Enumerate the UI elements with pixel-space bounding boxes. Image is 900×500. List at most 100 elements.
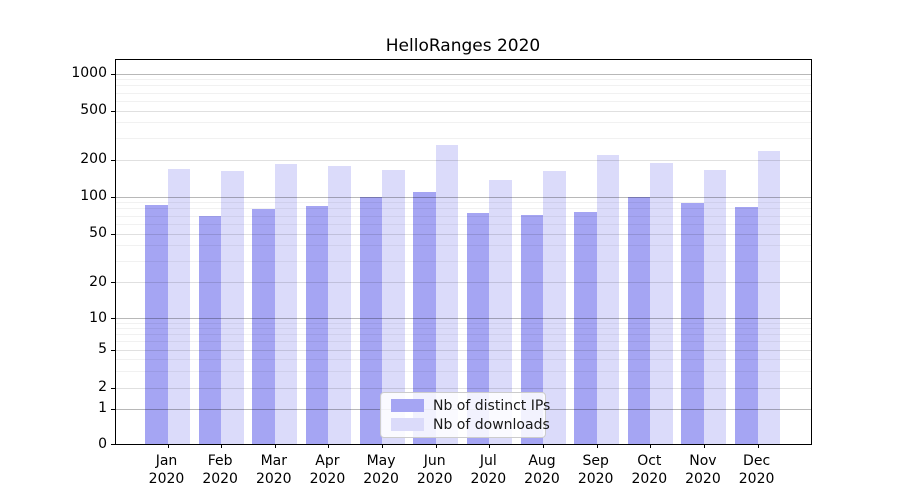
y-tick-label: 2: [98, 379, 107, 395]
y-tick-label: 5: [98, 341, 107, 357]
gridline: [116, 328, 811, 330]
bar-distinct-ips: [413, 191, 436, 444]
gridline: [116, 202, 811, 204]
gridline: [116, 110, 811, 112]
x-tick: [489, 444, 491, 448]
gridline: [116, 370, 811, 372]
y-tick: [111, 73, 115, 75]
gridline: [116, 334, 811, 336]
bar-downloads: [328, 166, 351, 444]
gridline: [116, 282, 811, 283]
gridline: [116, 208, 811, 210]
y-tick-label: 50: [89, 225, 107, 241]
y-tick-label: 1000: [71, 65, 107, 81]
x-tick-label: Nov 2020: [685, 453, 721, 487]
gridline: [116, 349, 811, 351]
bar-distinct-ips: [359, 197, 383, 444]
bar-distinct-ips: [466, 212, 490, 444]
bar-downloads: [543, 171, 566, 444]
gridline: [116, 85, 811, 87]
gridline: [116, 196, 811, 198]
x-tick: [703, 444, 705, 448]
y-tick: [111, 233, 115, 235]
legend-swatch-0: [391, 399, 424, 412]
bar-downloads: [382, 170, 405, 444]
bar-distinct-ips: [574, 211, 597, 444]
y-tick-label: 1: [98, 400, 107, 416]
x-tick: [221, 444, 223, 448]
legend-row-distinct-ips: Nb of distinct IPs: [381, 398, 550, 414]
gridline: [116, 122, 811, 124]
x-tick-label: Feb 2020: [202, 453, 238, 487]
x-tick-label: Dec 2020: [738, 453, 775, 487]
x-tick-label: Sep 2020: [577, 453, 614, 487]
chart-title: HelloRanges 2020: [385, 36, 541, 56]
bar-distinct-ips: [198, 215, 222, 444]
y-tick-label: 20: [89, 273, 107, 290]
x-tick-label: Oct 2020: [631, 453, 668, 487]
bar-downloads: [596, 155, 620, 444]
bar-distinct-ips: [681, 203, 704, 444]
y-tick-label: 0: [98, 435, 107, 452]
bar-distinct-ips: [520, 214, 543, 444]
gridline: [116, 79, 811, 81]
legend-row-downloads: Nb of downloads: [381, 417, 550, 433]
y-tick-label: 200: [80, 151, 107, 167]
bar-distinct-ips: [252, 209, 275, 444]
bar-downloads: [167, 169, 190, 444]
bar-distinct-ips: [627, 196, 651, 444]
legend-swatch-1: [391, 418, 424, 431]
gridline: [116, 341, 811, 343]
bar-distinct-ips: [735, 207, 758, 444]
bar-downloads: [650, 162, 673, 444]
x-tick: [650, 444, 652, 448]
gridline: [116, 92, 811, 94]
bar-downloads: [757, 151, 781, 444]
x-tick-label: May 2020: [363, 453, 399, 487]
x-tick-label: Mar 2020: [255, 453, 292, 487]
legend: Nb of distinct IPs Nb of downloads: [380, 392, 550, 438]
x-tick: [328, 444, 330, 448]
bar-downloads: [274, 163, 298, 444]
x-tick: [274, 444, 276, 448]
y-tick: [111, 408, 115, 410]
bar-downloads: [435, 144, 459, 444]
y-tick-label: 100: [80, 188, 107, 204]
gridline: [116, 322, 811, 324]
x-tick: [543, 444, 544, 448]
plot-area: [111, 59, 812, 448]
y-tick: [111, 444, 115, 445]
gridline: [116, 358, 811, 360]
y-tick: [111, 282, 115, 283]
y-tick: [111, 318, 115, 319]
x-tick: [435, 444, 437, 448]
x-tick: [596, 444, 598, 448]
gridline: [116, 137, 811, 139]
bar-downloads: [703, 169, 727, 444]
legend-label: Nb of distinct IPs: [433, 397, 551, 414]
gridline: [116, 73, 811, 75]
x-tick-label: Aug 2020: [524, 453, 560, 487]
y-tick: [111, 110, 115, 112]
bar-distinct-ips: [305, 206, 329, 444]
legend-label: Nb of downloads: [433, 416, 550, 433]
gridline: [116, 233, 811, 235]
gridline: [116, 159, 811, 161]
y-tick: [111, 387, 115, 389]
y-tick: [111, 349, 115, 351]
x-tick-label: Jun 2020: [416, 453, 453, 487]
y-tick: [111, 159, 115, 161]
bar-downloads: [221, 171, 244, 444]
x-tick: [757, 444, 759, 448]
gridline: [116, 387, 811, 389]
bar-downloads: [489, 179, 512, 444]
y-tick-label: 500: [80, 102, 107, 118]
bar-distinct-ips: [145, 204, 168, 444]
gridline: [116, 318, 811, 319]
gridline: [116, 245, 811, 247]
x-tick-label: Jan 2020: [148, 453, 185, 487]
x-tick: [382, 444, 384, 448]
x-tick-label: Jul 2020: [470, 453, 507, 487]
gridline: [116, 215, 811, 217]
